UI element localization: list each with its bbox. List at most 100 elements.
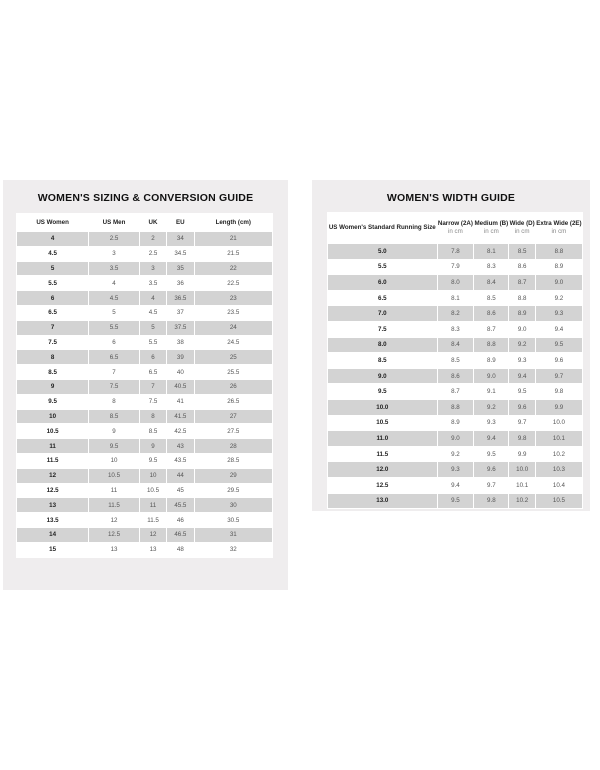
table-row: 6.0 8.0 8.4 8.7 9.0 [328,275,582,290]
table-cell: 10 [110,457,118,465]
table-cell: 9.6 [509,399,535,415]
table-cell: 46 [176,516,184,524]
table-cell: 10.0 [509,462,535,477]
sizing-guide-title: WOMEN'S SIZING & CONVERSION GUIDE [37,192,254,204]
table-cell: 45.5 [167,498,194,513]
table-cell: 7.5 [148,398,158,406]
table-cell: 9.3 [487,419,496,427]
table-row: 4.5 3 2.5 34.5 21.5 [17,247,272,261]
table-cell: 13.0 [328,493,437,509]
table-cell: 6.5 [89,350,139,365]
table-cell: 9 [17,379,89,394]
table-cell: 6.5 [48,309,57,317]
table-row: 5.0 7.8 8.1 8.5 8.8 [328,244,582,259]
table-cell: 8.2 [437,306,474,321]
table-cell: 13.5 [46,516,59,524]
table-cell: 43.5 [174,457,187,465]
table-row: 11.5 9.2 9.5 9.9 10.2 [328,447,582,462]
table-row: 8.0 8.4 8.8 9.2 9.5 [328,337,582,353]
table-cell: 8.5 [378,356,387,364]
table-cell: 31 [194,527,272,542]
table-cell: 8.6 [474,306,509,321]
table-row: 12.0 9.3 9.6 10.0 10.3 [328,462,582,477]
table-cell: 9.2 [451,450,460,458]
table-cell: 8.3 [451,325,460,333]
sizing-conversion-table: US Women US Men UK EU Length (cm) 4 2.5 2 34 21 4… [16,213,273,558]
column-header-unit: in cm [514,228,530,235]
table-cell: 9.2 [474,399,509,415]
table-cell: 7 [139,379,167,394]
table-row: 13.5 12 11.5 46 30.5 [17,513,272,527]
table-cell: 4.5 [89,291,139,305]
table-cell: 8.0 [328,337,437,353]
table-cell: 9.7 [487,481,496,489]
table-cell: 8 [112,398,116,406]
column-header: Wide (D) in cm [509,213,535,243]
table-cell: 8.3 [487,263,496,271]
table-cell: 8.4 [474,275,509,290]
table-cell: 5 [139,320,167,335]
table-cell: 7.5 [89,379,139,394]
table-cell: 8.5 [487,294,496,302]
table-cell: 4 [139,291,167,305]
table-cell: 23 [194,291,272,305]
table-cell: 9.4 [451,481,460,489]
column-header-unit: in cm [551,228,567,235]
table-cell: 24 [194,320,272,335]
table-cell: 13 [149,546,157,554]
table-cell: 7.0 [328,306,437,321]
table-row: 9.5 8 7.5 41 26.5 [17,395,272,409]
table-cell: 32 [229,546,237,554]
table-cell: 8.8 [535,244,582,259]
table-cell: 2.5 [89,232,139,246]
table-cell: 9.5 [437,493,474,509]
column-header: UK [148,219,158,226]
table-cell: 8.5 [451,356,460,364]
table-cell: 7.5 [378,325,387,333]
table-cell: 9.8 [554,388,564,396]
table-cell: 11 [110,486,118,494]
table-row: 8 6.5 6 39 25 [17,350,272,365]
table-cell: 10.1 [535,431,582,446]
table-cell: 8 [17,350,89,365]
table-cell: 11.5 [46,457,59,465]
table-cell: 5.5 [148,338,158,346]
table-cell: 36 [176,279,184,287]
table-cell: 3 [112,250,116,258]
table-cell: 9.5 [378,388,387,396]
table-cell: 37.5 [167,320,194,335]
table-cell: 12.5 [376,481,389,489]
width-guide-table: US Women's Standard Running Size Narrow (… [327,212,583,510]
table-cell: 5.5 [378,263,387,271]
table-cell: 9.2 [509,337,535,353]
table-cell: 25.5 [227,368,240,376]
table-cell: 10.5 [535,493,582,509]
table-cell: 8.0 [437,275,474,290]
table-cell: 9.3 [437,462,474,477]
table-cell: 9 [139,439,167,453]
table-row: 5.5 4 3.5 36 22.5 [17,276,272,290]
table-cell: 6 [112,338,116,346]
table-cell: 27 [194,409,272,424]
table-cell: 8.8 [517,294,527,302]
table-row: 15 13 13 48 32 [17,543,272,557]
table-cell: 24.5 [227,338,240,346]
table-header-row: US Women US Men UK EU Length (cm) [17,214,272,231]
table-cell: 2 [139,232,167,246]
table-row: 10.5 9 8.5 42.5 27.5 [17,424,272,438]
column-header: Length (cm) [215,219,251,226]
table-cell: 6 [139,350,167,365]
table-cell: 15 [49,546,57,554]
table-cell: 6.5 [148,368,158,376]
table-cell: 9.5 [535,337,582,353]
table-cell: 11.0 [328,431,437,446]
table-cell: 9.8 [474,493,509,509]
table-cell: 6.0 [328,275,437,290]
table-cell: 2.5 [148,250,158,258]
column-header-unit: in cm [483,228,499,235]
table-cell: 12 [17,468,89,483]
table-cell: 25 [194,350,272,365]
table-row: 7 5.5 5 37.5 24 [17,320,272,335]
table-cell: 3 [139,261,167,276]
table-row: 6.5 5 4.5 37 23.5 [17,306,272,320]
